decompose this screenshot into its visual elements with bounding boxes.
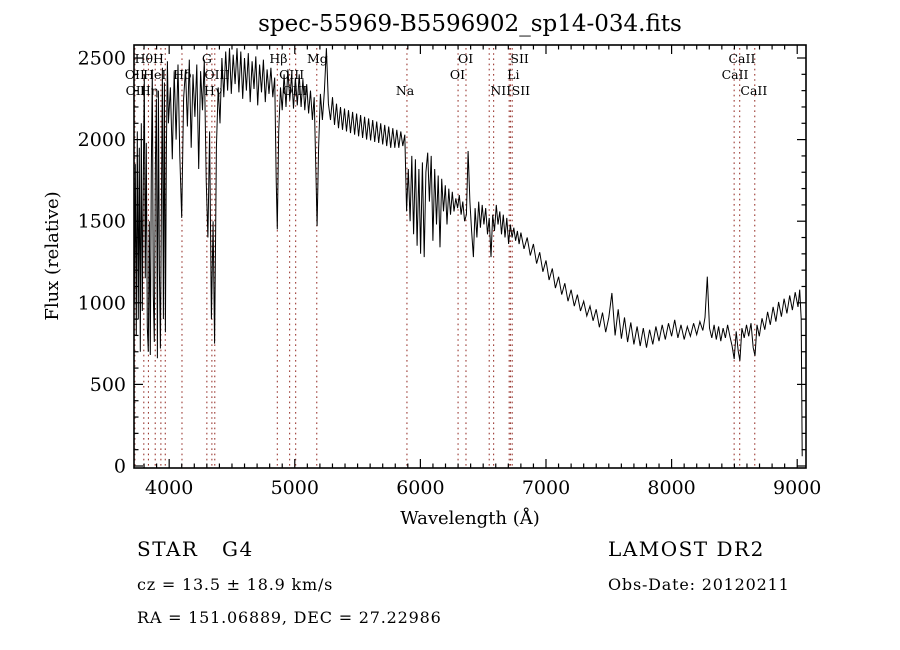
- y-tick-0: 0: [114, 456, 126, 478]
- line-label-OI: OI: [450, 67, 465, 82]
- x-tick-6000: 6000: [396, 477, 444, 499]
- line-label-HeI: HeI: [143, 67, 166, 82]
- spectral-line-markers: [134, 48, 756, 467]
- line-label-H: H: [153, 51, 164, 66]
- object-subclass-label: G4: [222, 537, 254, 561]
- line-label-OIII: OIII: [204, 67, 229, 82]
- x-tick-8000: 8000: [647, 477, 695, 499]
- axis-tick-labels: 4000 5000 6000 7000 8000 9000 0 500 1000 1500 2000…: [78, 48, 822, 500]
- line-label-Hη: Hη: [140, 83, 158, 98]
- x-tick-4000: 4000: [145, 477, 193, 499]
- line-label-NII: NII: [490, 83, 511, 98]
- y-tick-1500: 1500: [78, 211, 126, 233]
- y-tick-2000: 2000: [78, 129, 126, 151]
- x-tick-9000: 9000: [773, 477, 821, 499]
- x-axis-title: Wavelength (Å): [400, 507, 540, 529]
- cz-value-text: cz = 13.5 ± 18.9 km/s: [137, 575, 333, 594]
- y-axis-title: Flux (relative): [42, 191, 63, 320]
- line-label-SII: SII: [512, 83, 531, 98]
- obs-date-text: Obs-Date: 20120211: [608, 575, 790, 594]
- y-tick-1000: 1000: [78, 292, 126, 314]
- line-label-Li: Li: [507, 67, 519, 82]
- line-label-Hγ: Hγ: [204, 83, 222, 98]
- survey-label: LAMOST DR2: [608, 537, 765, 561]
- axes-frame: [133, 44, 807, 469]
- line-label-CaII: CaII: [722, 67, 749, 82]
- line-label-Mg: Mg: [307, 51, 328, 66]
- line-label-G: G: [202, 51, 212, 66]
- x-tick-7000: 7000: [522, 477, 570, 499]
- line-label-Hθ: Hθ: [135, 51, 153, 66]
- ra-dec-text: RA = 151.06889, DEC = 27.22986: [137, 608, 442, 627]
- line-label-CaII: CaII: [740, 83, 767, 98]
- y-tick-2500: 2500: [78, 48, 126, 70]
- y-tick-500: 500: [90, 374, 126, 396]
- page-title: spec-55969-B5596902_sp14-034.fits: [258, 11, 682, 37]
- line-label-Na: Na: [396, 83, 415, 98]
- x-tick-5000: 5000: [271, 477, 319, 499]
- line-label-SII: SII: [510, 51, 529, 66]
- object-class-label: STAR: [137, 537, 198, 561]
- line-label-OI: OI: [458, 51, 473, 66]
- spectrum-curve: [133, 48, 803, 457]
- line-label-CaII: CaII: [728, 51, 755, 66]
- line-label-Hβ: Hβ: [269, 51, 287, 66]
